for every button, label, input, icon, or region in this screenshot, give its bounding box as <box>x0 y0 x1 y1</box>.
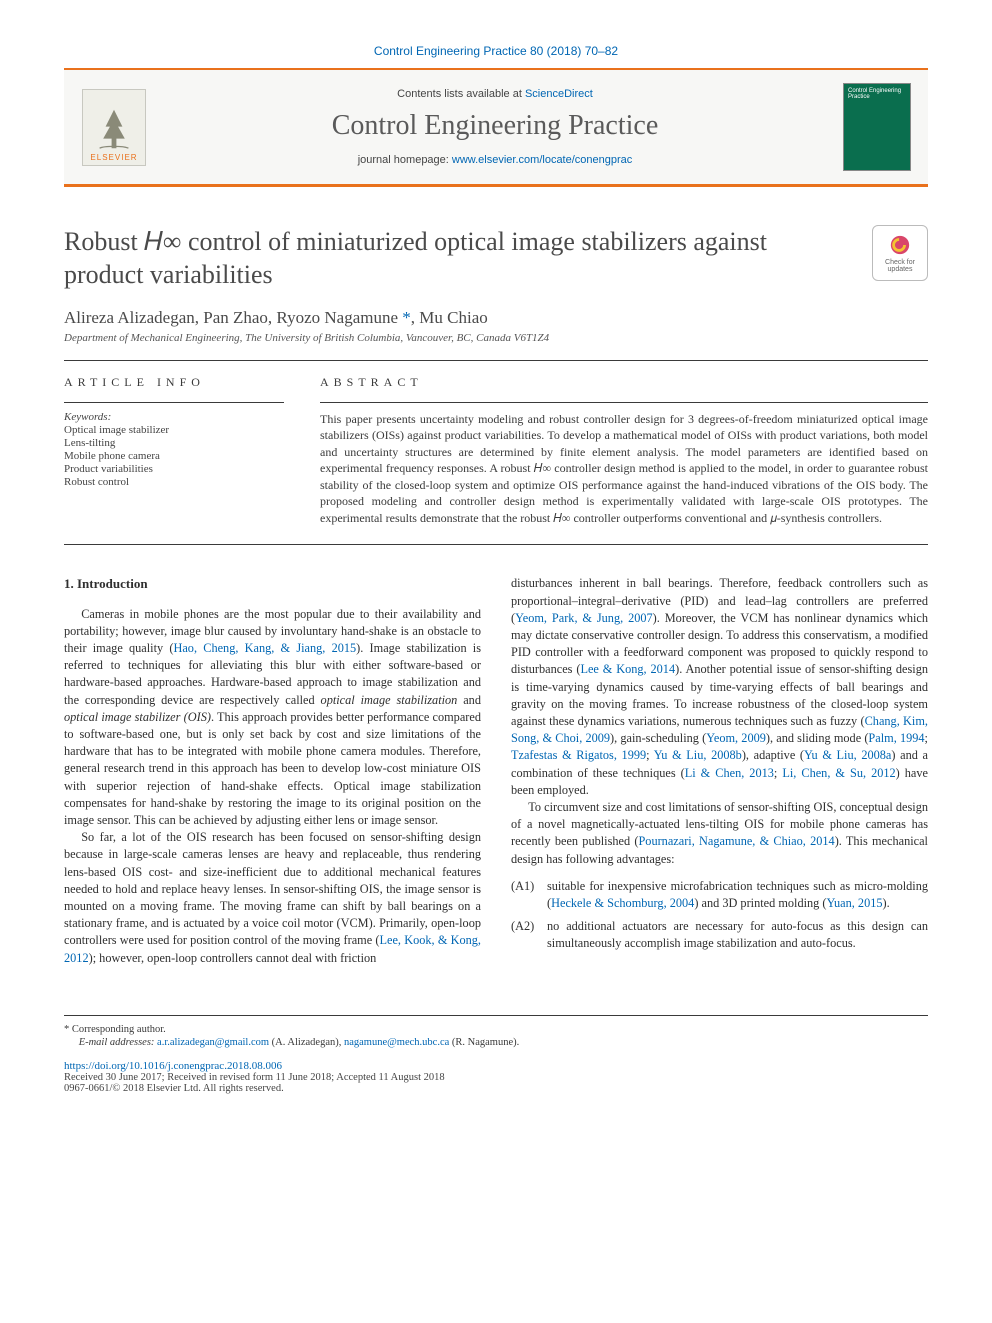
keyword: Robust control <box>64 476 284 488</box>
rule-above-abstract <box>64 360 928 361</box>
sciencedirect-link[interactable]: ScienceDirect <box>525 88 593 100</box>
text-run: and <box>457 693 481 707</box>
emails-line: E-mail addresses: a.r.alizadegan@gmail.c… <box>64 1037 928 1048</box>
page: Control Engineering Practice 80 (2018) 7… <box>0 0 992 1134</box>
citation-link[interactable]: Control Engineering Practice 80 (2018) 7… <box>374 44 618 58</box>
journal-header: ELSEVIER Contents lists available at Sci… <box>64 70 928 184</box>
item-tag: (A2) <box>511 918 539 952</box>
abstract-rule <box>320 402 928 403</box>
text-run: ), adaptive ( <box>742 748 804 762</box>
text-run: ; <box>925 731 928 745</box>
journal-cover-thumb: Control Engineering Practice <box>844 84 910 170</box>
citation-link[interactable]: Pournazari, Nagamune, & Chiao, 2014 <box>638 834 834 848</box>
journal-title: Control Engineering Practice <box>146 110 844 142</box>
keyword: Product variabilities <box>64 463 284 475</box>
item-body: no additional actuators are necessary fo… <box>547 918 928 952</box>
received-line: Received 30 June 2017; Received in revis… <box>64 1072 928 1083</box>
copyright-line: 0967-0661/© 2018 Elsevier Ltd. All right… <box>64 1083 928 1094</box>
cover-text: Control Engineering Practice <box>848 88 906 100</box>
list-item: (A1) suitable for inexpensive microfabri… <box>511 878 928 912</box>
check-updates-label: Check for updates <box>873 259 927 273</box>
text-run: ); however, open-loop controllers cannot… <box>89 951 377 965</box>
citation-line: Control Engineering Practice 80 (2018) 7… <box>64 44 928 58</box>
keywords-list: Optical image stabilizer Lens-tilting Mo… <box>64 424 284 488</box>
list-item: (A2) no additional actuators are necessa… <box>511 918 928 952</box>
homepage-link[interactable]: www.elsevier.com/locate/conengprac <box>452 154 632 166</box>
citation-link[interactable]: Li, Chen, & Su, 2012 <box>782 766 895 780</box>
tree-icon <box>90 105 138 153</box>
citation-link[interactable]: Yeom, Park, & Jung, 2007 <box>515 611 653 625</box>
text-run: ; <box>646 748 654 762</box>
advantages-list: (A1) suitable for inexpensive microfabri… <box>511 878 928 953</box>
citation-link[interactable]: Palm, 1994 <box>868 731 924 745</box>
citation-link[interactable]: Heckele & Schomburg, 2004 <box>551 896 694 910</box>
contents-line: Contents lists available at ScienceDirec… <box>146 88 844 100</box>
doi-line: https://doi.org/10.1016/j.conengprac.201… <box>64 1060 928 1072</box>
abstract-column: ABSTRACT This paper presents uncertainty… <box>320 375 928 527</box>
corresponding-note: * Corresponding author. <box>64 1024 928 1035</box>
info-abstract-row: ARTICLE INFO Keywords: Optical image sta… <box>64 375 928 546</box>
info-rule <box>64 402 284 403</box>
citation-link[interactable]: Li & Chen, 2013 <box>685 766 774 780</box>
email-link[interactable]: a.r.alizadegan@gmail.com <box>157 1037 269 1048</box>
authors-tail: , Mu Chiao <box>411 308 488 327</box>
abstract-text: This paper presents uncertainty modeling… <box>320 411 928 527</box>
article-info: ARTICLE INFO Keywords: Optical image sta… <box>64 375 284 527</box>
email-link[interactable]: nagamune@mech.ubc.ca <box>344 1037 449 1048</box>
citation-link[interactable]: Yu & Liu, 2008b <box>654 748 742 762</box>
citation-link[interactable]: Lee & Kong, 2014 <box>580 662 675 676</box>
section-heading: 1. Introduction <box>64 575 481 593</box>
section-title: Introduction <box>77 576 148 591</box>
emphasis: optical image stabilization <box>321 693 458 707</box>
email-who: (A. Alizadegan), <box>269 1037 344 1048</box>
authors-line: Alireza Alizadegan, Pan Zhao, Ryozo Naga… <box>64 308 928 328</box>
citation-link[interactable]: Hao, Cheng, Kang, & Jiang, 2015 <box>173 641 356 655</box>
keywords-label: Keywords: <box>64 411 284 423</box>
citation-link[interactable]: Tzafestas & Rigatos, 1999 <box>511 748 646 762</box>
title-block: Robust 𝐻∞ control of miniaturized optica… <box>64 225 928 292</box>
citation-link[interactable]: Yeom, 2009 <box>706 731 766 745</box>
footer: * Corresponding author. E-mail addresses… <box>64 1015 928 1094</box>
homepage-prefix: journal homepage: <box>358 154 452 166</box>
abstract-label: ABSTRACT <box>320 375 928 390</box>
body-columns: 1. Introduction Cameras in mobile phones… <box>64 575 928 966</box>
article-title: Robust 𝐻∞ control of miniaturized optica… <box>64 225 804 292</box>
keyword: Lens-tilting <box>64 437 284 449</box>
text-run: So far, a lot of the OIS research has be… <box>64 830 481 947</box>
crossmark-icon <box>889 234 911 256</box>
emphasis: optical image stabilizer (OIS) <box>64 710 211 724</box>
check-updates-badge[interactable]: Check for updates <box>872 225 928 281</box>
text-run: . This approach provides better performa… <box>64 710 481 827</box>
header-center: Contents lists available at ScienceDirec… <box>146 88 844 166</box>
paragraph: Cameras in mobile phones are the most po… <box>64 606 481 830</box>
header-rule-bottom <box>64 184 928 187</box>
doi-link[interactable]: https://doi.org/10.1016/j.conengprac.201… <box>64 1060 282 1072</box>
paragraph: disturbances inherent in ball bearings. … <box>511 575 928 799</box>
item-tag: (A1) <box>511 878 539 912</box>
elsevier-logo: ELSEVIER <box>82 89 146 166</box>
paragraph: So far, a lot of the OIS research has be… <box>64 829 481 967</box>
header-left: ELSEVIER <box>82 89 146 166</box>
paragraph: To circumvent size and cost limitations … <box>511 799 928 868</box>
article-info-label: ARTICLE INFO <box>64 375 284 390</box>
elsevier-label: ELSEVIER <box>90 153 137 162</box>
text-run: ) and 3D printed molding ( <box>694 896 826 910</box>
citation-link[interactable]: Yuan, 2015 <box>827 896 883 910</box>
email-label: E-mail addresses: <box>79 1037 155 1048</box>
email-who: (R. Nagamune). <box>449 1037 519 1048</box>
text-run: ), and sliding mode ( <box>766 731 869 745</box>
citation-link[interactable]: Yu & Liu, 2008a <box>804 748 891 762</box>
homepage-line: journal homepage: www.elsevier.com/locat… <box>146 154 844 166</box>
section-number: 1. <box>64 576 74 591</box>
text-run: ), gain-scheduling ( <box>610 731 706 745</box>
authors-main: Alireza Alizadegan, Pan Zhao, Ryozo Naga… <box>64 308 398 327</box>
contents-prefix: Contents lists available at <box>397 88 525 100</box>
item-body: suitable for inexpensive microfabricatio… <box>547 878 928 912</box>
corresponding-marker: * <box>398 308 411 327</box>
affiliation: Department of Mechanical Engineering, Th… <box>64 332 928 344</box>
keyword: Mobile phone camera <box>64 450 284 462</box>
text-run: ). <box>883 896 890 910</box>
keyword: Optical image stabilizer <box>64 424 284 436</box>
